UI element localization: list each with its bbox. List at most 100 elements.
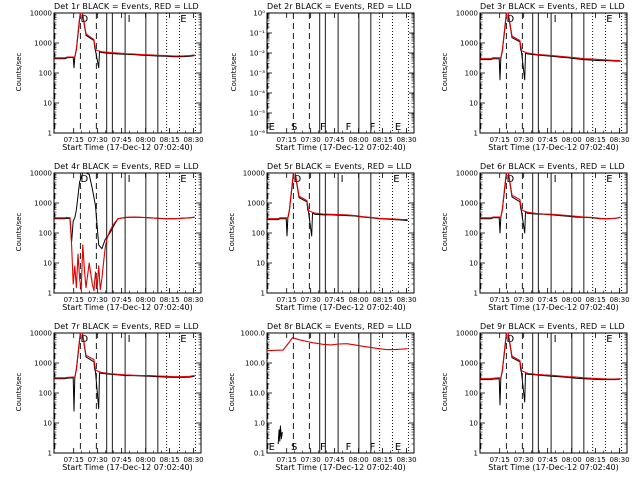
- y-tick-label: 1.0: [254, 420, 265, 428]
- x-tick-label: 08:00: [562, 136, 582, 144]
- y-tick-label: 1: [261, 290, 265, 298]
- chart-svg: 0.1 1.0 10.0 100.0 1000.0 07:15 07:30 07:45 08:0…: [241, 330, 417, 465]
- x-tick-label: 07:15: [64, 296, 84, 304]
- chart-svg: 1 10 100 1000 10000 07:15 07:30 07:45 08:00 08:15…: [456, 170, 630, 305]
- x-tick-label: 08:00: [349, 136, 369, 144]
- x-axis-label: Start Time (17-Dec-12 07:02:40): [275, 303, 406, 312]
- y-axis-label: Counts/sec: [15, 52, 23, 92]
- event-marker-letter: D: [81, 14, 89, 25]
- y-tick-label: 10⁻³: [250, 70, 266, 78]
- y-axis-label: Counts/sec: [15, 372, 23, 412]
- y-tick-label: 10: [469, 100, 478, 108]
- y-tick-label: 1: [474, 290, 478, 298]
- x-tick-label: 07:15: [490, 456, 510, 464]
- event-marker-letter: S: [291, 122, 297, 133]
- y-tick-label: 10000: [456, 10, 478, 18]
- plot-frame: [479, 172, 628, 294]
- event-marker-letter: E: [606, 174, 612, 185]
- lld-series-line: [54, 332, 195, 379]
- event-marker-letter: S: [291, 442, 297, 453]
- y-tick-label: 10⁻²: [250, 50, 266, 58]
- x-tick-label: 07:45: [112, 136, 132, 144]
- y-axis-label: Counts/sec: [441, 372, 449, 412]
- event-marker-letter: D: [81, 174, 89, 185]
- event-marker-letter: E: [606, 334, 612, 345]
- x-tick-label: 07:15: [64, 456, 84, 464]
- plot-frame: [53, 332, 202, 454]
- y-tick-label: 0.1: [254, 450, 265, 458]
- x-tick-label: 08:15: [372, 296, 392, 304]
- x-tick-label: 08:15: [372, 456, 392, 464]
- y-tick-label: 100: [252, 230, 265, 238]
- y-tick-label: 10: [43, 260, 52, 268]
- y-axis-label: Counts/sec: [230, 52, 238, 92]
- chart-svg: 1 10 100 1000 10000 07:15 07:30 07:45 08:00 08:15…: [456, 330, 630, 465]
- y-tick-label: 10000: [30, 170, 52, 178]
- x-tick-label: 07:45: [112, 296, 132, 304]
- x-tick-label: 07:15: [277, 136, 297, 144]
- x-tick-label: 08:00: [562, 456, 582, 464]
- event-marker-letter: I: [554, 14, 557, 25]
- plot-frame: [479, 332, 628, 454]
- y-tick-label: 10: [469, 420, 478, 428]
- panel-title: Det 1r BLACK = Events, RED = LLD: [54, 2, 199, 11]
- events-series-line: [54, 172, 195, 250]
- events-series-line: [54, 332, 195, 412]
- y-tick-label: 1: [48, 450, 52, 458]
- x-axis-label: Start Time (17-Dec-12 07:02:40): [488, 463, 619, 472]
- x-tick-label: 08:30: [396, 456, 416, 464]
- y-tick-label: 10: [256, 260, 265, 268]
- x-tick-label: 08:30: [183, 456, 203, 464]
- panel-title: Det 5r BLACK = Events, RED = LLD: [267, 162, 412, 171]
- event-marker-letter: E: [393, 174, 399, 185]
- y-tick-label: 10000: [30, 10, 52, 18]
- x-tick-label: 07:45: [325, 296, 345, 304]
- detector-panel: 1 10 100 1000 10000 07:15 07:30 07:45 08:00 08:15…: [426, 0, 639, 160]
- x-axis-label: Start Time (17-Dec-12 07:02:40): [488, 303, 619, 312]
- panel-title: Det 7r BLACK = Events, RED = LLD: [54, 322, 199, 331]
- y-tick-label: 100.0: [245, 360, 265, 368]
- lld-series-line: [267, 172, 408, 221]
- x-tick-label: 07:15: [277, 456, 297, 464]
- x-axis-label: Start Time (17-Dec-12 07:02:40): [488, 143, 619, 152]
- detector-panel: 1 10 100 1000 10000 07:15 07:30 07:45 08:00 08:15…: [213, 160, 426, 320]
- y-tick-label: 10⁻¹: [250, 30, 266, 38]
- x-tick-label: 07:15: [490, 296, 510, 304]
- x-tick-label: 08:15: [585, 456, 605, 464]
- x-tick-label: 08:15: [372, 136, 392, 144]
- event-marker-letter: I: [554, 174, 557, 185]
- events-series-line: [480, 12, 621, 81]
- event-marker-letter: F: [346, 442, 352, 453]
- y-tick-label: 1: [474, 450, 478, 458]
- event-marker-letter: F: [320, 122, 326, 133]
- x-tick-label: 07:45: [538, 136, 558, 144]
- x-axis-label: Start Time (17-Dec-12 07:02:40): [62, 143, 193, 152]
- event-marker-letter: E: [180, 14, 186, 25]
- plot-frame: [266, 332, 415, 454]
- y-tick-label: 10: [469, 260, 478, 268]
- x-tick-label: 07:15: [277, 296, 297, 304]
- x-tick-label: 07:30: [88, 136, 108, 144]
- y-tick-label: 1000: [460, 40, 478, 48]
- y-tick-label: 10⁻⁶: [250, 130, 266, 138]
- y-tick-label: 10.0: [249, 390, 265, 398]
- events-series-line: [54, 12, 195, 69]
- x-axis-label: Start Time (17-Dec-12 07:02:40): [62, 303, 193, 312]
- lld-series-line: [480, 332, 621, 380]
- x-tick-label: 08:15: [585, 296, 605, 304]
- plot-frame: [53, 172, 202, 294]
- panel-title: Det 4r BLACK = Events, RED = LLD: [54, 162, 199, 171]
- event-marker-letter: D: [294, 174, 302, 185]
- x-tick-label: 07:30: [88, 296, 108, 304]
- y-tick-label: 10⁻⁵: [250, 110, 266, 118]
- x-tick-label: 08:30: [396, 136, 416, 144]
- plot-frame: [479, 12, 628, 134]
- x-tick-label: 07:30: [88, 456, 108, 464]
- lld-series-line: [266, 337, 408, 352]
- x-tick-label: 07:15: [490, 136, 510, 144]
- y-tick-label: 1000: [34, 360, 52, 368]
- x-tick-label: 07:15: [64, 136, 84, 144]
- x-tick-label: 08:00: [136, 456, 156, 464]
- x-tick-label: 07:30: [301, 296, 321, 304]
